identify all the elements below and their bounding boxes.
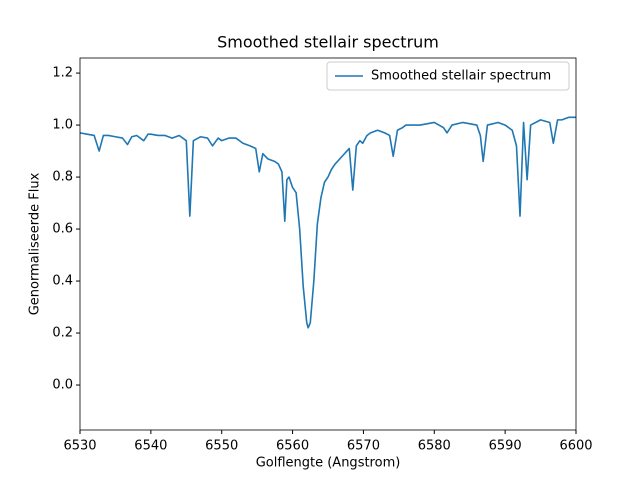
x-tick-label: 6580 bbox=[418, 439, 451, 454]
y-tick-label: 0.6 bbox=[52, 222, 73, 237]
y-tick-label: 0.2 bbox=[52, 326, 73, 341]
data-line bbox=[79, 116, 576, 329]
legend-label: Smoothed stellair spectrum bbox=[371, 69, 551, 84]
y-tick-label: 1.0 bbox=[52, 118, 73, 133]
x-tick-label: 6590 bbox=[489, 439, 522, 454]
y-axis-label: Genormaliseerde Flux bbox=[28, 172, 43, 315]
x-axis-label: Golflengte (Angstrom) bbox=[256, 456, 401, 471]
y-tick-label: 0.8 bbox=[52, 170, 73, 185]
x-tick-label: 6570 bbox=[347, 439, 380, 454]
x-tick-label: 6530 bbox=[63, 439, 96, 454]
y-tick-label: 0.0 bbox=[52, 378, 73, 393]
x-tick-label: 6600 bbox=[559, 439, 592, 454]
chart-title: Smoothed stellair spectrum bbox=[217, 33, 439, 52]
y-tick-label: 1.2 bbox=[52, 66, 73, 81]
x-tick-label: 6540 bbox=[134, 439, 167, 454]
legend-box bbox=[326, 61, 570, 91]
x-tick-label: 6560 bbox=[276, 439, 309, 454]
y-tick-label: 0.4 bbox=[52, 274, 73, 289]
plot-frame bbox=[79, 57, 577, 431]
x-tick-label: 6550 bbox=[205, 439, 238, 454]
